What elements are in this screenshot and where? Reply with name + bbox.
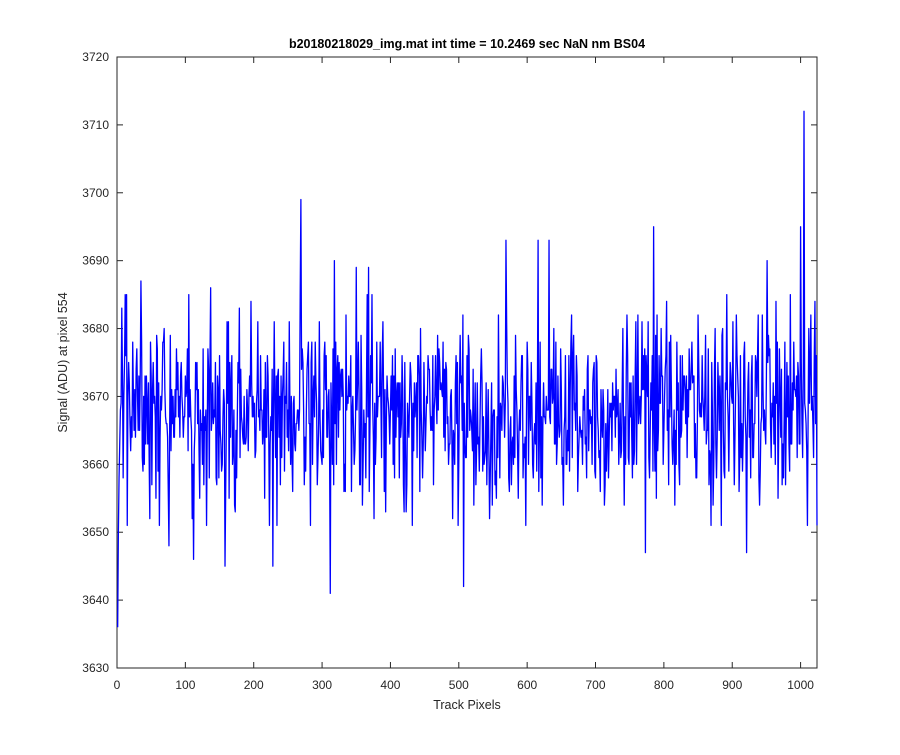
x-tick-label: 900: [722, 678, 742, 692]
x-tick-label: 600: [517, 678, 537, 692]
y-tick-label: 3650: [82, 525, 109, 539]
y-tick-label: 3690: [82, 254, 109, 268]
signal-line: [117, 110, 818, 628]
y-tick-label: 3640: [82, 593, 109, 607]
x-tick-label: 700: [586, 678, 606, 692]
x-tick-label: 200: [244, 678, 264, 692]
y-tick-label: 3630: [82, 661, 109, 675]
y-tick-label: 3710: [82, 118, 109, 132]
y-tick-label: 3720: [82, 50, 109, 64]
x-tick-label: 100: [175, 678, 195, 692]
x-tick-label: 0: [114, 678, 121, 692]
y-tick-label: 3680: [82, 322, 109, 336]
y-tick-label: 3660: [82, 457, 109, 471]
x-axis-ticks: 0 100 200 300 400 500 600 700 800 900 1000: [114, 57, 814, 692]
x-tick-label: 300: [312, 678, 332, 692]
y-tick-label: 3670: [82, 389, 109, 403]
x-axis-label: Track Pixels: [433, 698, 501, 712]
chart-title: b20180218029_img.mat int time = 10.2469 …: [289, 37, 645, 51]
x-tick-label: 400: [380, 678, 400, 692]
x-tick-label: 500: [449, 678, 469, 692]
y-axis-label: Signal (ADU) at pixel 554: [56, 292, 70, 432]
y-tick-label: 3700: [82, 186, 109, 200]
x-tick-label: 800: [654, 678, 674, 692]
series-layer: [117, 110, 818, 628]
x-tick-label: 1000: [787, 678, 814, 692]
y-axis-ticks: 3630 3640 3650 3660 3670 3680 3690 3700 3710 3720: [82, 50, 817, 675]
